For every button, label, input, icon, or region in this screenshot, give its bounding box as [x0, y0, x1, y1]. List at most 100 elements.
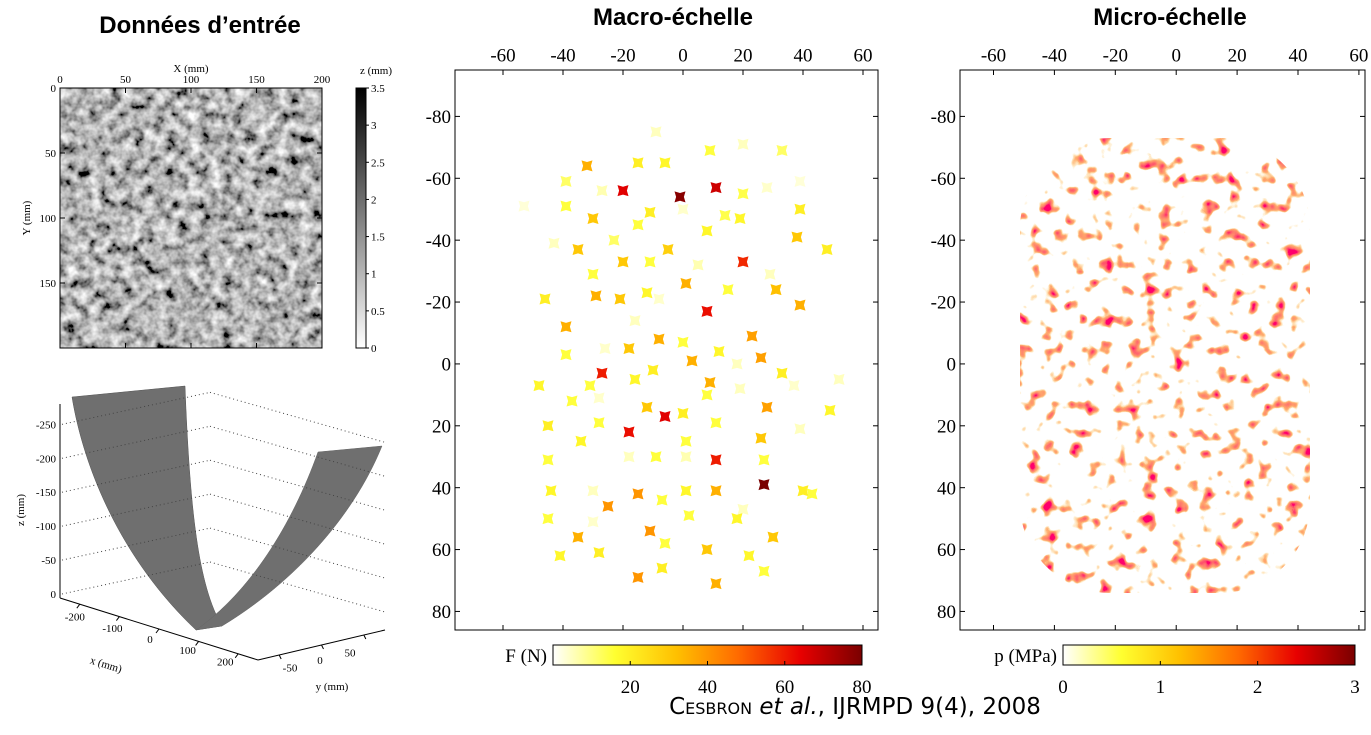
contact-point	[737, 188, 749, 200]
contact-point	[833, 373, 845, 385]
contact-point	[662, 243, 674, 255]
contact-point	[710, 578, 722, 590]
contact-point	[794, 175, 806, 187]
colorbar-tick-label: 60	[775, 677, 794, 698]
contact-point	[680, 485, 692, 497]
x-tick-label: 150	[248, 74, 265, 86]
contact-point	[587, 213, 599, 225]
contact-point	[632, 488, 644, 500]
contact-point	[560, 349, 572, 361]
contact-point	[737, 138, 749, 150]
z-axis-label: z (mm)	[15, 494, 27, 526]
contact-point	[542, 420, 554, 432]
y-tick-label: -80	[931, 107, 956, 128]
x-axis-label: X (mm)	[173, 63, 208, 75]
y-axis-label: y (mm)	[316, 681, 349, 693]
contact-point	[704, 144, 716, 156]
contact-point	[548, 237, 560, 249]
colorbar-tick-label: 0	[1058, 677, 1068, 698]
contact-point	[632, 571, 644, 583]
y-tick-label: 40	[937, 478, 956, 499]
contact-point	[575, 435, 587, 447]
contact-point	[755, 432, 767, 444]
contact-point	[602, 500, 614, 512]
contact-point	[794, 203, 806, 215]
x-tick-label: -40	[1042, 45, 1067, 66]
z-tick-label: 0	[51, 589, 57, 601]
contact-point	[641, 287, 653, 299]
y-tick-label: 60	[937, 540, 956, 561]
height-map	[60, 88, 322, 348]
y-tick-label: 50	[345, 648, 357, 660]
pressure-map	[1020, 138, 1310, 593]
y-tick-label: 0	[317, 655, 323, 667]
y-tick-label: -60	[426, 169, 451, 190]
colorbar-tick-label: 3.5	[371, 83, 385, 95]
contact-point	[659, 537, 671, 549]
contact-point	[560, 200, 572, 212]
colorbar-tick-label: 2	[1253, 677, 1263, 698]
y-axis-label: Y (mm)	[21, 200, 33, 235]
colorbar-tick-label: 3	[371, 120, 377, 132]
contact-point	[590, 290, 602, 302]
contact-point	[572, 243, 584, 255]
contact-point	[581, 160, 593, 172]
contact-point	[734, 213, 746, 225]
contact-point	[770, 284, 782, 296]
y-tick-label: 40	[432, 478, 451, 499]
x-tick-label: 0	[147, 634, 153, 646]
contact-point	[734, 383, 746, 395]
contact-point	[758, 479, 770, 491]
caption: Cesbron et al., IJRMPD 9(4), 2008	[669, 694, 1041, 720]
x-tick-label: 20	[734, 45, 753, 66]
x-tick-label: -60	[981, 45, 1006, 66]
y-tick-label: 60	[432, 540, 451, 561]
z-tick-label: -50	[41, 555, 56, 567]
x-tick-label: 40	[794, 45, 813, 66]
contact-point	[566, 395, 578, 407]
contact-point	[593, 392, 605, 404]
contact-point	[572, 531, 584, 543]
contact-point	[554, 550, 566, 562]
colorbar	[1062, 644, 1356, 666]
y-tick-label: 100	[40, 213, 57, 225]
contact-point	[776, 144, 788, 156]
y-tick-label: -50	[283, 662, 298, 674]
contact-point	[587, 268, 599, 280]
contact-point	[587, 485, 599, 497]
x-tick-label: -20	[610, 45, 635, 66]
contact-point	[629, 315, 641, 327]
contact-point	[632, 157, 644, 169]
contact-point	[701, 544, 713, 556]
contact-point	[710, 454, 722, 466]
x-tick	[116, 616, 120, 621]
x-tick	[76, 603, 81, 609]
contact-point	[794, 299, 806, 311]
surface-left-sheet	[71, 385, 223, 631]
contact-point	[701, 389, 713, 401]
colorbar-tick-label: 1.5	[371, 232, 385, 244]
contact-point	[623, 451, 635, 463]
x-tick	[195, 641, 200, 646]
colorbar-tick-label: 1	[371, 269, 377, 281]
contact-point	[761, 182, 773, 194]
surface-3d	[71, 385, 383, 631]
contact-point	[680, 277, 692, 289]
y-tick-label: 50	[45, 148, 57, 160]
contact-point	[653, 333, 665, 345]
y-tick-label: -80	[426, 107, 451, 128]
contact-point	[713, 346, 725, 358]
y-tick-label: 80	[432, 602, 451, 623]
contact-point	[692, 259, 704, 271]
contact-point	[533, 380, 545, 392]
contact-point	[767, 531, 779, 543]
contact-point	[608, 234, 620, 246]
contact-point	[542, 454, 554, 466]
contact-point	[737, 256, 749, 268]
colorbar-label: z (mm)	[360, 65, 392, 77]
y-tick-label: -20	[426, 293, 451, 314]
contact-point	[710, 417, 722, 429]
contact-point	[623, 342, 635, 354]
z-tick-label: -100	[36, 521, 57, 533]
contact-point	[761, 401, 773, 413]
